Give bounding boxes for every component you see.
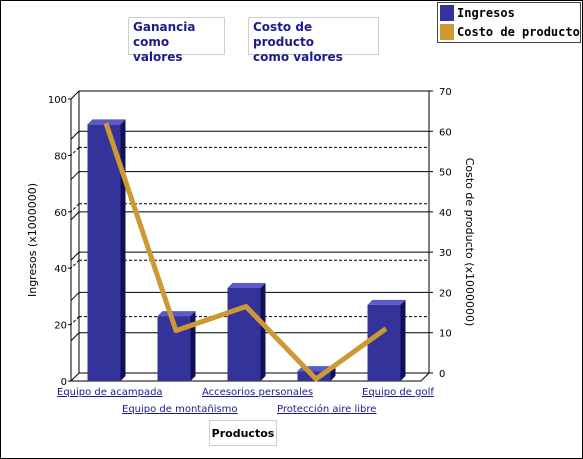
left-tick-label: 80	[54, 151, 67, 162]
bar-top	[87, 119, 126, 125]
bar-2	[227, 282, 266, 381]
grid-line-right-side	[70, 292, 80, 301]
grid-line-right-side	[70, 171, 80, 180]
grid-line-left-side	[70, 203, 80, 213]
right-tick-label: 70	[439, 87, 452, 98]
category-link-golf[interactable]: Equipo de golf	[362, 387, 434, 398]
grid-line-left-side	[70, 147, 80, 156]
legend: Ingresos Costo de producto	[437, 2, 581, 43]
cost-line	[103, 122, 388, 382]
left-tick-label: 100	[48, 95, 67, 106]
bar-side	[120, 119, 126, 381]
bar-side	[190, 311, 196, 381]
category-link-personal-accessories[interactable]: Accesorios personales	[202, 387, 314, 398]
right-tick-label: 10	[439, 329, 452, 340]
grid-line-right-side	[70, 332, 80, 342]
legend-swatch-ingresos	[440, 5, 454, 21]
left-tick-label: 0	[61, 377, 67, 388]
bar-front	[87, 124, 121, 381]
grid-line-right-side	[70, 211, 80, 221]
bar-top	[157, 311, 196, 317]
legend-item-ingresos: Ingresos	[440, 4, 515, 22]
plot-side-edge	[70, 90, 80, 100]
bar-1	[157, 311, 196, 381]
y-axis-title-left: Ingresos (x1000000)	[26, 183, 39, 297]
bar-front	[227, 287, 261, 381]
category-link-camping[interactable]: Equipo de acampada	[57, 387, 163, 398]
grid-line-right-side	[70, 130, 80, 140]
left-tick-label: 60	[54, 208, 67, 219]
legend-label-costo: Costo de producto	[457, 25, 580, 39]
grid-line-left-side	[70, 316, 80, 325]
left-tick-label: 40	[54, 264, 67, 275]
bar-front	[367, 304, 401, 381]
grid-line-left-side	[70, 259, 80, 269]
left-tick-label: 20	[54, 321, 67, 332]
bar-side	[400, 299, 406, 381]
bar-top	[367, 299, 406, 305]
legend-swatch-costo	[440, 24, 454, 40]
product-cost-as-values-button[interactable]: Costo de producto como valores	[248, 17, 379, 64]
legend-item-costo: Costo de producto	[440, 23, 580, 41]
right-tick-label: 60	[439, 127, 452, 138]
bar-side	[330, 366, 336, 381]
bar-side	[260, 282, 266, 381]
right-tick-label: 50	[439, 168, 452, 179]
grid-line-right-side	[70, 251, 80, 261]
legend-label-ingresos: Ingresos	[457, 6, 515, 20]
right-tick-label: 40	[439, 208, 452, 219]
right-tick-label: 0	[439, 369, 445, 380]
right-tick-label: 20	[439, 288, 452, 299]
category-link-mountaineering[interactable]: Equipo de montañismo	[122, 404, 238, 415]
profit-as-values-button[interactable]: Ganancia como valores	[128, 17, 225, 64]
right-tick-label: 30	[439, 248, 452, 259]
y-axis-title-right: Costo de producto (x1000000)	[463, 158, 476, 327]
x-axis-title: Productos	[209, 420, 277, 446]
bar-top	[227, 282, 266, 288]
bar-4	[367, 299, 406, 381]
category-link-outdoor-protection[interactable]: Protección aire libre	[277, 404, 377, 415]
